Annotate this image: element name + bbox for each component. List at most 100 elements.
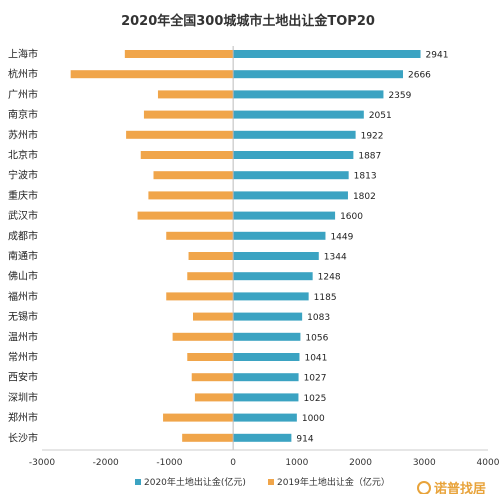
bar-2020 [233, 373, 299, 382]
legend: 2020年土地出让金(亿元) 2019年土地出让金（亿元） [135, 476, 390, 488]
x-tick-label: -1000 [156, 458, 182, 468]
category-label: 上海市 [8, 48, 38, 61]
category-label: 杭州市 [8, 68, 38, 81]
bar-2020 [233, 130, 356, 139]
data-label: 1025 [303, 394, 326, 404]
bar-2020 [233, 110, 364, 119]
bar-2020 [233, 171, 349, 180]
data-label: 2941 [426, 51, 449, 61]
data-label: 1813 [354, 172, 377, 182]
category-label: 重庆市 [8, 189, 38, 202]
data-label: 1056 [305, 333, 328, 343]
bar-2019 [143, 110, 234, 119]
data-label: 1449 [330, 232, 353, 242]
bars-group: 上海市 2941 杭州市 2666 广州市 2359 南京市 2051 苏州市 1922 北京市 18… [8, 46, 448, 450]
data-label: 1083 [307, 313, 330, 323]
bar-2019 [70, 70, 234, 79]
bar-2020 [233, 252, 319, 260]
bar-2019 [188, 252, 234, 260]
watermark-text: 诺普找居 [434, 481, 486, 494]
bar-2020 [233, 70, 404, 79]
bar-2019 [153, 171, 234, 180]
bar-2019 [140, 151, 234, 159]
legend-label: 2020年土地出让金(亿元) [144, 476, 246, 488]
bar-2020 [233, 292, 309, 301]
category-label: 深圳市 [8, 391, 38, 404]
category-label: 无锡市 [8, 310, 38, 323]
x-tick-label: 3000 [413, 458, 436, 468]
x-axis: -3000 -2000 -1000 0 1000 2000 3000 4000 [29, 449, 500, 468]
category-label: 南京市 [8, 108, 38, 121]
category-label: 常州市 [8, 351, 38, 364]
category-label: 广州市 [8, 88, 38, 101]
x-tick-label: 2000 [349, 458, 372, 468]
bar-2020 [233, 393, 299, 402]
category-label: 长沙市 [8, 431, 38, 444]
category-label: 温州市 [8, 330, 38, 343]
bar-2020 [233, 50, 421, 58]
bar-2019 [191, 373, 234, 382]
category-label: 武汉市 [8, 209, 38, 222]
bar-2019 [187, 353, 234, 361]
bar-2019 [166, 231, 234, 240]
bar-2019 [193, 312, 234, 321]
legend-label: 2019年土地出让金（亿元） [277, 476, 390, 488]
bar-2020 [233, 191, 348, 200]
x-tick-label: -3000 [29, 458, 55, 468]
category-label: 西安市 [8, 371, 38, 384]
category-label: 南通市 [8, 250, 38, 263]
data-label: 1248 [318, 273, 341, 283]
bar-2020 [233, 90, 384, 99]
data-label: 2359 [388, 91, 411, 101]
bar-2019 [163, 413, 234, 422]
bar-2020 [233, 231, 326, 240]
bar-2019 [172, 332, 234, 341]
bar-2020 [233, 312, 303, 321]
bar-2020 [233, 353, 300, 361]
data-label: 1185 [314, 293, 337, 303]
data-label: 1027 [304, 374, 327, 384]
bar-2019 [137, 211, 234, 220]
x-tick-label: 1000 [285, 458, 308, 468]
category-label: 北京市 [8, 149, 38, 162]
data-label: 2051 [369, 111, 392, 121]
bar-2020 [233, 272, 313, 281]
bar-2020 [233, 413, 297, 422]
data-label: 1887 [358, 152, 381, 162]
data-label: 1344 [324, 253, 347, 263]
bar-2019 [182, 433, 234, 442]
x-tick-label: 0 [230, 458, 236, 468]
bar-2020 [233, 211, 336, 220]
category-label: 宁波市 [8, 169, 38, 182]
data-label: 1600 [340, 212, 363, 222]
bar-2019 [187, 272, 234, 281]
bar-2019 [126, 130, 234, 139]
legend-swatch [135, 479, 141, 485]
bar-2019 [166, 292, 234, 301]
bar-2020 [233, 433, 292, 442]
data-label: 1000 [302, 414, 325, 424]
bar-2019 [194, 393, 234, 402]
data-label: 914 [296, 434, 313, 444]
bar-2019 [148, 191, 234, 200]
legend-swatch [268, 479, 274, 485]
category-label: 苏州市 [8, 128, 38, 141]
watermark-logo-icon [417, 481, 431, 494]
data-label: 1041 [304, 354, 327, 364]
category-label: 成都市 [8, 229, 38, 242]
category-label: 佛山市 [8, 270, 38, 283]
data-label: 1922 [361, 131, 384, 141]
category-label: 郑州市 [8, 411, 38, 424]
bar-2020 [233, 151, 354, 159]
bar-2019 [124, 50, 234, 58]
x-tick-label: -2000 [93, 458, 119, 468]
bar-2019 [157, 90, 234, 99]
category-label: 福州市 [8, 290, 38, 303]
data-label: 1802 [353, 192, 376, 202]
bar-2020 [233, 332, 301, 341]
data-label: 2666 [408, 71, 431, 81]
watermark: 诺普找居 [417, 481, 486, 494]
x-tick-label: 4000 [477, 458, 500, 468]
chart-title: 2020年全国300城城市土地出让金TOP20 [121, 13, 375, 29]
